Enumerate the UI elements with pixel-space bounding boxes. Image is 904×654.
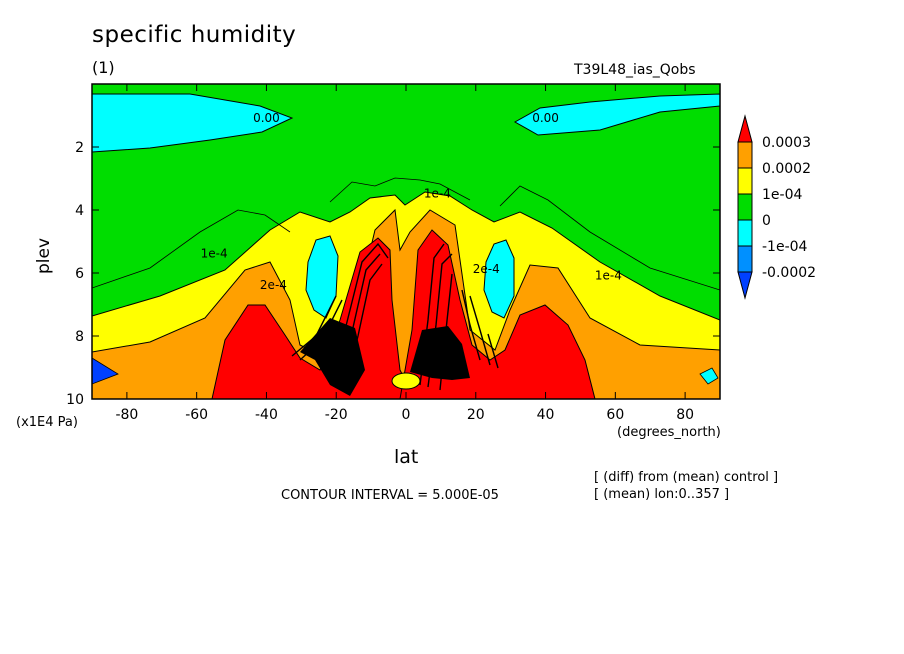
x-tick-label: 60	[606, 407, 624, 423]
colorbar-label: 0.0003	[762, 135, 811, 151]
contour-interval-text: CONTOUR INTERVAL = 5.000E-05	[281, 488, 499, 503]
contour-line-right	[499, 185, 720, 291]
y-axis-unit: (x1E4 Pa)	[16, 415, 78, 430]
x-tick-label: -20	[325, 407, 348, 423]
x-tick-label: 20	[467, 407, 485, 423]
x-tick-label: 0	[402, 407, 411, 423]
x-tick-label: -40	[255, 407, 278, 423]
colorbar-label: -0.0002	[762, 265, 816, 281]
x-tick-label: 40	[537, 407, 555, 423]
colorbar-segment	[737, 245, 753, 273]
contour-label: 2e-4	[473, 262, 500, 276]
black-wedge-right	[410, 326, 470, 380]
colorbar-label: 0.0002	[762, 161, 811, 177]
colorbar-segment	[737, 167, 753, 195]
y-tick-label: 8	[75, 329, 84, 345]
colorbar-segment	[737, 219, 753, 247]
small-cyan-blob	[699, 367, 719, 385]
chart-title: specific humidity	[92, 22, 297, 48]
contour-label: 0.00	[532, 111, 559, 125]
colorbar-label: 0	[762, 213, 771, 229]
y-tick-label: 6	[75, 266, 84, 282]
contour-line-center	[329, 177, 471, 203]
subtropical-negative-right	[483, 239, 515, 319]
black-wedge-left	[300, 318, 365, 396]
dense-contours-left	[291, 242, 389, 385]
contour-label: 0.00	[253, 111, 280, 125]
y-tick-label: 10	[66, 392, 84, 408]
x-axis-unit: (degrees_north)	[617, 425, 721, 440]
x-tick-label: -80	[115, 407, 138, 423]
colorbar-segment	[737, 114, 753, 143]
run-label: T39L48_ias_Qobs	[574, 62, 696, 78]
x-tick-label: 80	[676, 407, 694, 423]
mean-note: [ (mean) lon:0..357 ]	[594, 487, 730, 502]
panel-label: (1)	[92, 58, 115, 77]
y-tick-label: 4	[75, 203, 84, 219]
colorbar-label: 1e-04	[762, 187, 802, 203]
diff-note: [ (diff) from (mean) control ]	[594, 470, 779, 485]
x-tick-label: -60	[185, 407, 208, 423]
y-tick-label: 2	[75, 140, 84, 156]
surface-oval	[391, 372, 421, 390]
contour-line-left	[92, 209, 291, 289]
contour-label: 1e-4	[424, 186, 451, 200]
contour-label: 1e-4	[595, 268, 622, 282]
upper-negative-right	[513, 93, 720, 136]
contour-label: 1e-4	[201, 246, 228, 260]
contour-label: 2e-4	[260, 278, 287, 292]
colorbar-segment	[737, 141, 753, 169]
small-blue-triangle	[92, 357, 119, 385]
colorbar-segment	[737, 193, 753, 221]
colorbar-label: -1e-04	[762, 239, 808, 255]
x-axis-label: lat	[394, 446, 419, 468]
upper-negative-left	[92, 93, 294, 153]
colorbar-segment	[737, 271, 753, 300]
